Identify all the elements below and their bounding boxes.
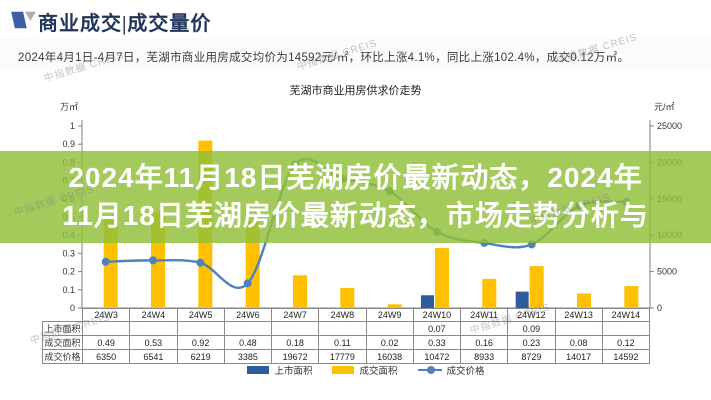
table-cell: 17779 — [318, 349, 367, 364]
legend-label: 成交价格 — [446, 366, 485, 377]
category-label: 24W6 — [223, 308, 273, 322]
svg-text:0.9: 0.9 — [62, 139, 75, 149]
table-cell — [601, 321, 651, 336]
category-label: 24W5 — [176, 308, 225, 322]
legend-swatch-icon — [332, 366, 355, 374]
table-cell: 0.48 — [223, 335, 273, 350]
table-cell: 0.16 — [459, 335, 509, 350]
table-cell: 0.08 — [554, 335, 603, 350]
headline-line-2: 11月18日芜湖房价最新动态，市场走势分析与 — [62, 200, 649, 231]
svg-text:0.1: 0.1 — [62, 285, 75, 295]
table-cell: 0.18 — [270, 335, 320, 350]
category-label: 24W10 — [412, 308, 462, 322]
svg-text:1: 1 — [70, 121, 75, 131]
headline-overlay-banner: 2024年11月18日芜湖房价最新动态，2024年 11月18日芜湖房价最新动态… — [0, 151, 711, 243]
svg-text:0: 0 — [70, 303, 75, 313]
table-cell — [365, 321, 414, 336]
table-cell — [129, 321, 178, 336]
legend-line-icon — [417, 366, 442, 374]
page-title: 商业成交|成交量价 — [38, 13, 212, 35]
table-row-label: 上市面积 — [42, 321, 83, 336]
table-cell: 16038 — [365, 349, 414, 364]
table-cell: 0.92 — [176, 335, 225, 350]
table-cell: 8729 — [507, 349, 556, 364]
table-cell: 0.33 — [412, 335, 462, 350]
category-label: 24W13 — [554, 308, 603, 322]
table-cell: 0.07 — [412, 321, 462, 336]
category-label: 24W4 — [129, 308, 178, 322]
table-cell: 0.49 — [81, 335, 131, 350]
category-label: 24W14 — [601, 308, 651, 322]
table-cell — [270, 321, 320, 336]
svg-text:0.2: 0.2 — [62, 267, 75, 277]
table-cell: 6541 — [129, 349, 178, 364]
svg-text:5000: 5000 — [657, 267, 677, 277]
table-cell — [318, 321, 367, 336]
chart-legend: 上市面积 成交面积 成交价格 — [82, 363, 650, 377]
legend-label: 上市面积 — [274, 366, 313, 377]
table-cell: 14017 — [554, 349, 603, 364]
table-cell: 8933 — [459, 349, 509, 364]
category-label: 24W3 — [81, 308, 131, 322]
table-cell: 6350 — [81, 349, 131, 364]
category-label: 24W8 — [318, 308, 367, 322]
table-cell: 0.11 — [318, 335, 367, 350]
table-row-label: 成交面积 — [42, 335, 83, 350]
table-cell: 0.12 — [601, 335, 651, 350]
headline-line-1: 2024年11月18日芜湖房价最新动态，2024年 — [68, 162, 643, 193]
table-cell: 0.09 — [507, 321, 556, 336]
category-label: 24W12 — [507, 308, 556, 322]
svg-text:0: 0 — [657, 303, 662, 313]
category-label: 24W9 — [365, 308, 414, 322]
table-cell — [459, 321, 509, 336]
legend-item: 上市面积 — [247, 363, 312, 377]
table-cell: 14592 — [601, 349, 651, 364]
subtitle-band — [0, 38, 711, 70]
table-cell — [554, 321, 603, 336]
chart-title: 芜湖市商业用房供求价走势 — [289, 85, 422, 97]
chart-data-table: 24W3 24W4 24W5 24W6 24W7 24W8 24W9 24W10 24W11 24… — [42, 308, 651, 364]
table-row-label: 成交价格 — [42, 349, 83, 364]
table-cell: 10472 — [412, 349, 462, 364]
category-label: 24W7 — [270, 308, 320, 322]
svg-text:元/㎡: 元/㎡ — [654, 102, 675, 112]
table-cell: 19672 — [270, 349, 320, 364]
brand-logo-icon — [10, 9, 38, 36]
table-cell: 0.23 — [507, 335, 556, 350]
svg-text:25000: 25000 — [657, 121, 682, 131]
table-corner-cell — [42, 308, 83, 322]
svg-text:0.3: 0.3 — [62, 248, 75, 258]
legend-label: 成交面积 — [359, 366, 398, 377]
table-cell: 3385 — [223, 349, 273, 364]
legend-item: 成交面积 — [332, 363, 398, 377]
svg-text:万㎡: 万㎡ — [60, 102, 78, 112]
category-label: 24W11 — [459, 308, 509, 322]
table-cell: 6219 — [176, 349, 225, 364]
table-cell — [176, 321, 225, 336]
table-cell: 0.02 — [365, 335, 414, 350]
table-cell — [223, 321, 273, 336]
legend-item: 成交价格 — [417, 363, 485, 377]
table-cell: 0.53 — [129, 335, 178, 350]
report-summary-text: 2024年4月1日-4月7日，芜湖市商业用房成交均价为14592元/㎡，环比上涨… — [18, 52, 630, 64]
legend-swatch-icon — [247, 366, 270, 374]
table-cell — [81, 321, 131, 336]
